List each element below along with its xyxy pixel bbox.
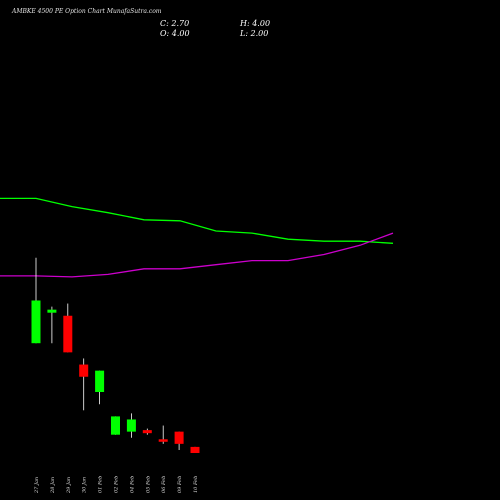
x-tick-label-9: 06 Feb — [161, 476, 167, 493]
x-tick-label-11: 10 Feb — [193, 476, 199, 493]
x-tick-label-2: 28 Jan — [50, 477, 56, 494]
x-tick-label-6: 02 Feb — [114, 476, 120, 493]
x-tick-label-4: 30 Jan — [82, 477, 88, 493]
x-tick-label-7: 04 Feb — [129, 476, 135, 493]
moving-average-line-2 — [0, 232, 394, 278]
chart-title: AMBKE 4500 PE Option Chart MunafaSutra.c… — [12, 8, 162, 15]
x-tick-label-5: 01 Feb — [98, 476, 104, 493]
high-value: H: 4.00 — [240, 19, 271, 28]
candle-body-7 — [126, 419, 136, 432]
x-tick-label-8: 05 Feb — [145, 476, 151, 493]
moving-average-line-1 — [0, 197, 394, 244]
low-value: L: 2.00 — [240, 29, 269, 38]
x-tick-label-10: 09 Feb — [177, 476, 183, 493]
candle-body-2 — [47, 309, 57, 313]
x-tick-label-1: 27 Jan — [34, 477, 40, 494]
x-tick-label-3: 29 Jan — [66, 477, 72, 494]
candle-body-5 — [95, 370, 105, 392]
candle-body-1 — [31, 300, 41, 344]
open-value: O: 4.00 — [160, 29, 190, 38]
candle-body-8 — [142, 430, 152, 434]
candle-body-6 — [111, 416, 120, 435]
candle-body-10 — [174, 431, 184, 444]
close-value: C: 2.70 — [160, 19, 190, 28]
candle-body-3 — [63, 315, 73, 353]
candle-body-4 — [79, 364, 89, 377]
candle-body-9 — [158, 439, 168, 442]
candle-body-11 — [190, 446, 200, 453]
